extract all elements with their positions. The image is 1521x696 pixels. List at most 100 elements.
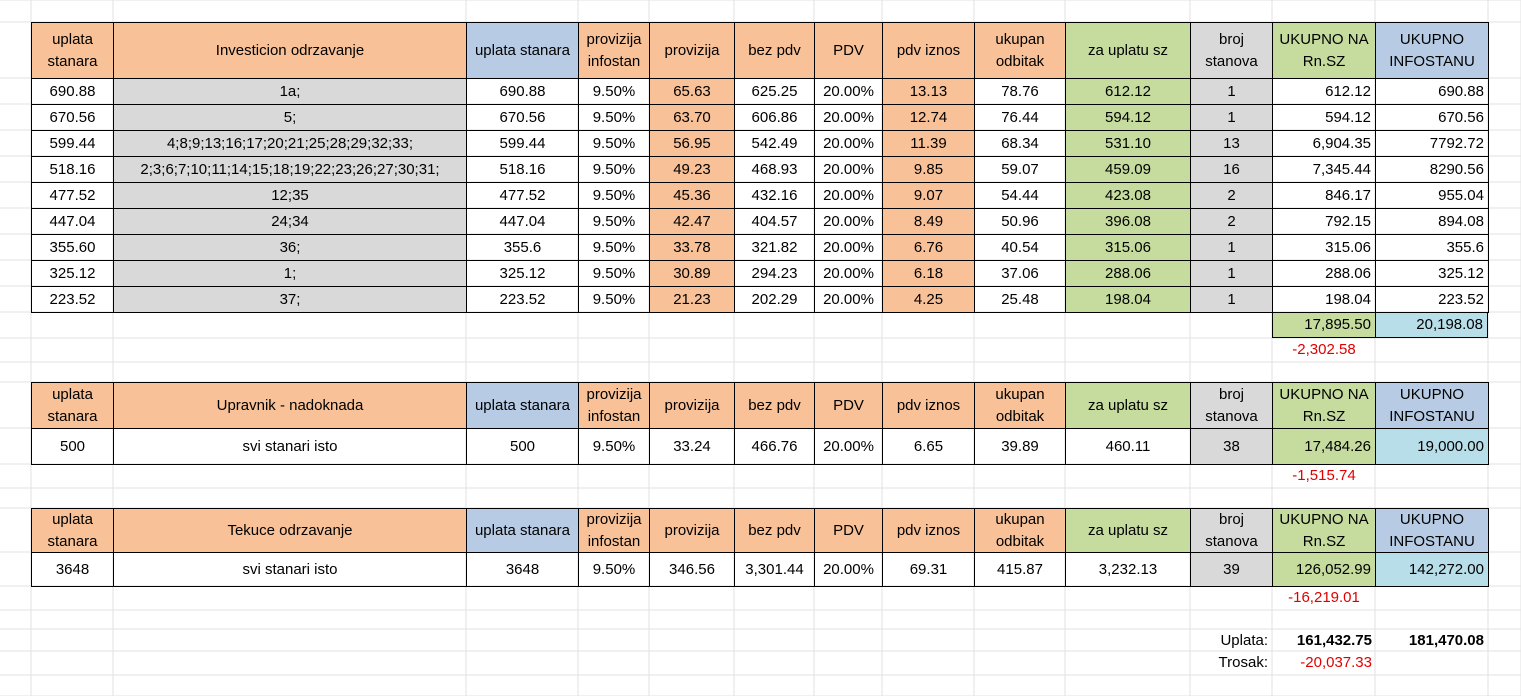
section1-cell-provizija-infostan[interactable]: 9.50% — [578, 156, 650, 183]
section1-cell-bez-pdv[interactable]: 432.16 — [734, 182, 815, 209]
section1-cell-broj-stanova[interactable]: 1 — [1190, 286, 1273, 313]
section1-cell-broj-stanova[interactable]: 13 — [1190, 130, 1273, 157]
section1-cell-za-uplatu-sz[interactable]: 396.08 — [1065, 208, 1191, 235]
section1-cell-provizija[interactable]: 42.47 — [649, 208, 735, 235]
section1-cell-pdv-iznos[interactable]: 12.74 — [882, 104, 975, 131]
section1-cell-ukupno-rn-sz[interactable]: 198.04 — [1272, 286, 1376, 313]
section1-cell-uplata-stanara[interactable]: 690.88 — [31, 78, 114, 105]
section1-cell-za-uplatu-sz[interactable]: 459.09 — [1065, 156, 1191, 183]
section1-cell-pdv[interactable]: 20.00% — [814, 78, 883, 105]
section1-header-provizija[interactable]: provizija — [649, 22, 735, 79]
section1-cell-opis[interactable]: 36; — [113, 234, 467, 261]
section1-cell-ukupan-odbitak[interactable]: 68.34 — [974, 130, 1066, 157]
section1-cell-bez-pdv[interactable]: 202.29 — [734, 286, 815, 313]
section1-cell-bez-pdv[interactable]: 606.86 — [734, 104, 815, 131]
section1-total-sz[interactable]: 17,895.50 — [1272, 312, 1376, 338]
section2-header-provizija-infostan[interactable]: provizija infostan — [578, 382, 650, 429]
section1-cell-provizija-infostan[interactable]: 9.50% — [578, 130, 650, 157]
section3-cell-ukupno-rn-sz[interactable]: 126,052.99 — [1272, 552, 1376, 587]
section1-header-uplata-stanara-2[interactable]: uplata stanara — [466, 22, 579, 79]
section1-cell-uplata-stanara-2[interactable]: 223.52 — [466, 286, 579, 313]
section1-cell-ukupno-rn-sz[interactable]: 792.15 — [1272, 208, 1376, 235]
summary-uplata-infostan[interactable]: 181,470.08 — [1408, 632, 1484, 649]
section1-cell-uplata-stanara[interactable]: 325.12 — [31, 260, 114, 287]
section1-cell-bez-pdv[interactable]: 625.25 — [734, 78, 815, 105]
section1-cell-provizija[interactable]: 21.23 — [649, 286, 735, 313]
section2-cell-provizija[interactable]: 33.24 — [649, 428, 735, 465]
section1-header-za-uplatu-sz[interactable]: za uplatu sz — [1065, 22, 1191, 79]
section1-cell-pdv-iznos[interactable]: 13.13 — [882, 78, 975, 105]
section1-header-ukupan-odbitak[interactable]: ukupan odbitak — [974, 22, 1066, 79]
section2-cell-broj-stanova[interactable]: 38 — [1190, 428, 1273, 465]
section1-cell-uplata-stanara[interactable]: 518.16 — [31, 156, 114, 183]
section1-header-ukupno-infostanu[interactable]: UKUPNO INFOSTANU — [1375, 22, 1489, 79]
section1-cell-bez-pdv[interactable]: 321.82 — [734, 234, 815, 261]
section1-cell-ukupno-infostanu[interactable]: 670.56 — [1375, 104, 1489, 131]
section1-cell-pdv-iznos[interactable]: 9.07 — [882, 182, 975, 209]
section1-cell-ukupno-rn-sz[interactable]: 288.06 — [1272, 260, 1376, 287]
section1-cell-broj-stanova[interactable]: 1 — [1190, 234, 1273, 261]
section3-header-pdv-iznos[interactable]: pdv iznos — [882, 508, 975, 553]
section2-header-pdv[interactable]: PDV — [814, 382, 883, 429]
section3-header-ukupno-rn-sz[interactable]: UKUPNO NA Rn.SZ — [1272, 508, 1376, 553]
section2-header-uplata-stanara-2[interactable]: uplata stanara — [466, 382, 579, 429]
section2-header-opis[interactable]: Upravnik - nadoknada — [113, 382, 467, 429]
summary-trosak-value[interactable]: -20,037.33 — [1300, 654, 1372, 671]
section1-cell-ukupan-odbitak[interactable]: 78.76 — [974, 78, 1066, 105]
section3-cell-uplata-stanara-2[interactable]: 3648 — [466, 552, 579, 587]
section3-cell-uplata-stanara[interactable]: 3648 — [31, 552, 114, 587]
section3-cell-ukupan-odbitak[interactable]: 415.87 — [974, 552, 1066, 587]
section1-cell-ukupno-infostanu[interactable]: 355.6 — [1375, 234, 1489, 261]
section2-cell-provizija-infostan[interactable]: 9.50% — [578, 428, 650, 465]
section1-difference[interactable]: -2,302.58 — [1292, 341, 1356, 358]
section1-cell-pdv[interactable]: 20.00% — [814, 182, 883, 209]
section1-cell-za-uplatu-sz[interactable]: 315.06 — [1065, 234, 1191, 261]
section3-header-ukupno-infostanu[interactable]: UKUPNO INFOSTANU — [1375, 508, 1489, 553]
section1-cell-pdv-iznos[interactable]: 4.25 — [882, 286, 975, 313]
section2-header-za-uplatu-sz[interactable]: za uplatu sz — [1065, 382, 1191, 429]
section1-cell-pdv-iznos[interactable]: 6.18 — [882, 260, 975, 287]
section3-cell-bez-pdv[interactable]: 3,301.44 — [734, 552, 815, 587]
section1-cell-ukupan-odbitak[interactable]: 54.44 — [974, 182, 1066, 209]
section1-cell-ukupan-odbitak[interactable]: 25.48 — [974, 286, 1066, 313]
section1-cell-za-uplatu-sz[interactable]: 423.08 — [1065, 182, 1191, 209]
section3-header-provizija[interactable]: provizija — [649, 508, 735, 553]
section3-header-opis[interactable]: Tekuce odrzavanje — [113, 508, 467, 553]
section1-cell-provizija[interactable]: 49.23 — [649, 156, 735, 183]
section1-cell-bez-pdv[interactable]: 542.49 — [734, 130, 815, 157]
section1-cell-opis[interactable]: 4;8;9;13;16;17;20;21;25;28;29;32;33; — [113, 130, 467, 157]
section1-cell-provizija[interactable]: 33.78 — [649, 234, 735, 261]
section1-cell-uplata-stanara[interactable]: 223.52 — [31, 286, 114, 313]
section1-cell-opis[interactable]: 37; — [113, 286, 467, 313]
section2-cell-ukupno-infostanu[interactable]: 19,000.00 — [1375, 428, 1489, 465]
section1-cell-ukupno-rn-sz[interactable]: 315.06 — [1272, 234, 1376, 261]
section1-cell-ukupno-infostanu[interactable]: 7792.72 — [1375, 130, 1489, 157]
section2-cell-bez-pdv[interactable]: 466.76 — [734, 428, 815, 465]
section1-cell-pdv[interactable]: 20.00% — [814, 104, 883, 131]
section1-cell-opis[interactable]: 1; — [113, 260, 467, 287]
section1-cell-za-uplatu-sz[interactable]: 612.12 — [1065, 78, 1191, 105]
section1-header-provizija-infostan[interactable]: provizija infostan — [578, 22, 650, 79]
summary-uplata-sz[interactable]: 161,432.75 — [1296, 632, 1372, 649]
section1-cell-bez-pdv[interactable]: 294.23 — [734, 260, 815, 287]
section1-header-opis[interactable]: Investicion odrzavanje — [113, 22, 467, 79]
section1-cell-ukupno-infostanu[interactable]: 955.04 — [1375, 182, 1489, 209]
section1-cell-ukupno-rn-sz[interactable]: 612.12 — [1272, 78, 1376, 105]
section2-cell-za-uplatu-sz[interactable]: 460.11 — [1065, 428, 1191, 465]
section1-cell-broj-stanova[interactable]: 1 — [1190, 78, 1273, 105]
section1-cell-uplata-stanara[interactable]: 447.04 — [31, 208, 114, 235]
section1-cell-opis[interactable]: 12;35 — [113, 182, 467, 209]
section3-cell-pdv-iznos[interactable]: 69.31 — [882, 552, 975, 587]
section3-header-provizija-infostan[interactable]: provizija infostan — [578, 508, 650, 553]
section3-header-broj-stanova[interactable]: broj stanova — [1190, 508, 1273, 553]
section1-cell-pdv-iznos[interactable]: 11.39 — [882, 130, 975, 157]
section2-cell-ukupan-odbitak[interactable]: 39.89 — [974, 428, 1066, 465]
section1-cell-provizija[interactable]: 65.63 — [649, 78, 735, 105]
section3-header-za-uplatu-sz[interactable]: za uplatu sz — [1065, 508, 1191, 553]
section1-cell-broj-stanova[interactable]: 1 — [1190, 260, 1273, 287]
section1-cell-ukupno-infostanu[interactable]: 325.12 — [1375, 260, 1489, 287]
section1-cell-provizija[interactable]: 45.36 — [649, 182, 735, 209]
section2-cell-pdv-iznos[interactable]: 6.65 — [882, 428, 975, 465]
section1-cell-za-uplatu-sz[interactable]: 531.10 — [1065, 130, 1191, 157]
section3-cell-ukupno-infostanu[interactable]: 142,272.00 — [1375, 552, 1489, 587]
